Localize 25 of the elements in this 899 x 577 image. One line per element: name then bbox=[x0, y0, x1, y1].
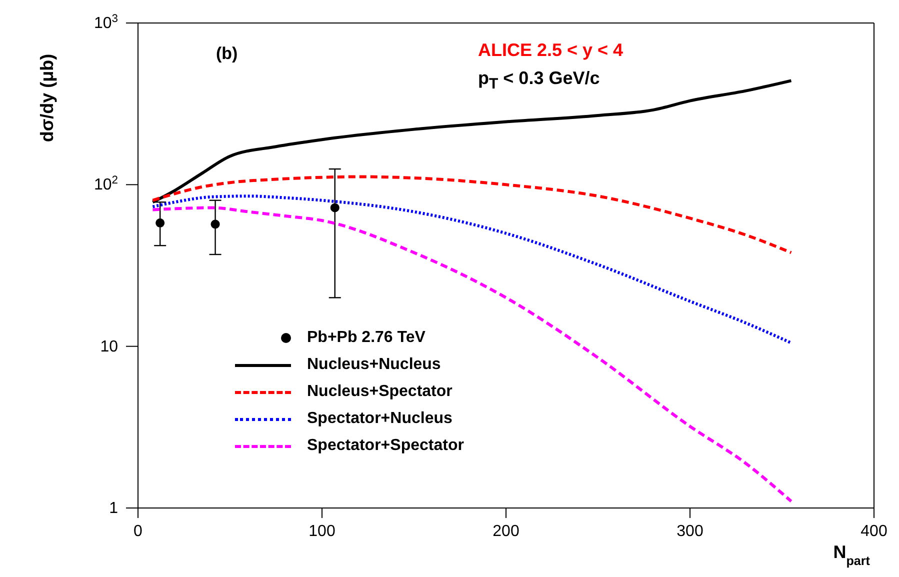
point bbox=[210, 220, 220, 229]
legend-label: Spectator+Spectator bbox=[307, 436, 464, 454]
x-tick-label: 300 bbox=[676, 523, 704, 540]
y-tick-label: 10$^{3}$ bbox=[94, 13, 118, 32]
y-tick-label: 10 bbox=[100, 338, 118, 356]
x-axis-title: N$_{part}$ bbox=[833, 542, 871, 568]
legend-label: Nucleus+Nucleus bbox=[307, 356, 441, 374]
y-axis-title: dσ/dy (μb) bbox=[37, 54, 57, 142]
y-tick-label: 1 bbox=[109, 500, 118, 517]
x-tick-label: 0 bbox=[134, 523, 143, 540]
annotation: ALICE 2.5 < y < 4 bbox=[478, 40, 624, 61]
y-tick-label: 10$^{2}$ bbox=[94, 174, 118, 194]
line-series bbox=[151, 175, 793, 254]
line-series bbox=[151, 206, 793, 503]
point bbox=[156, 218, 165, 228]
annotation: (b) bbox=[216, 44, 238, 64]
x-tick-label: 100 bbox=[308, 523, 336, 540]
x-tick-label: 200 bbox=[492, 523, 520, 540]
x-tick-label: 400 bbox=[860, 523, 888, 540]
annotation: p$_{T}$ < 0.3 GeV/c bbox=[478, 68, 600, 93]
line-series bbox=[151, 194, 793, 344]
legend-label: Nucleus+Spectator bbox=[307, 382, 452, 400]
legend-label: Pb+Pb 2.76 TeV bbox=[307, 328, 426, 346]
legend-label: Spectator+Nucleus bbox=[307, 410, 452, 428]
point bbox=[330, 203, 340, 212]
